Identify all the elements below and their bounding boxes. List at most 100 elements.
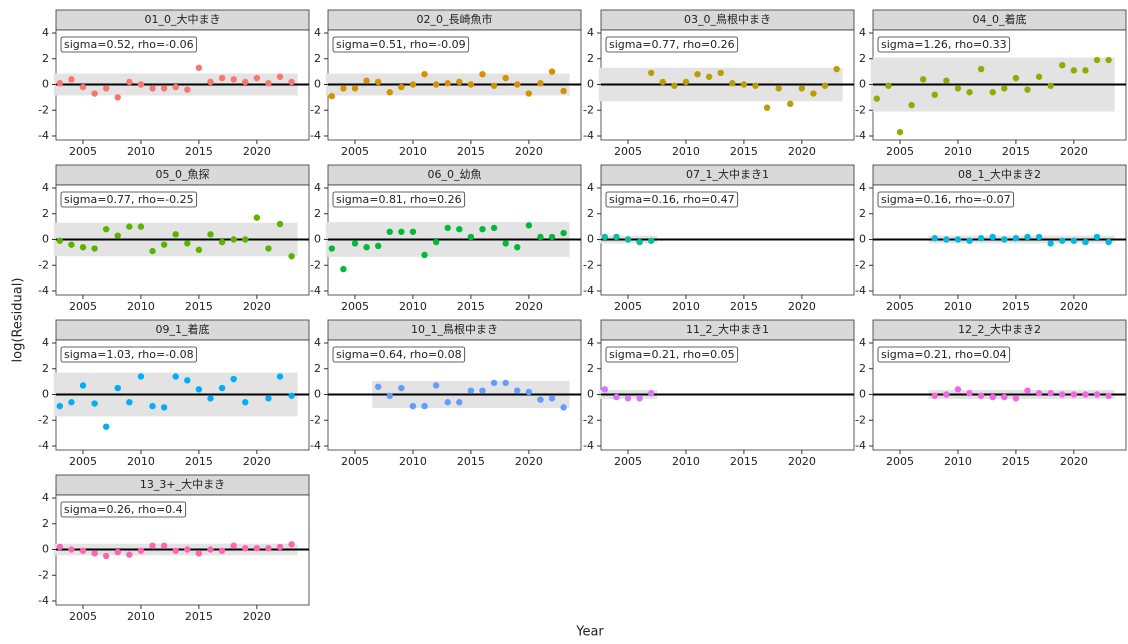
point — [467, 233, 475, 241]
y-tick-label: 0 — [314, 233, 321, 246]
y-tick-label: 2 — [42, 52, 49, 65]
point — [184, 240, 191, 247]
point — [114, 548, 121, 556]
x-tick-label: 2015 — [730, 300, 758, 313]
point — [467, 387, 475, 394]
point — [1082, 67, 1089, 74]
point — [386, 89, 393, 96]
point — [1093, 233, 1101, 241]
y-tick-label: 4 — [42, 491, 49, 504]
point — [537, 233, 544, 241]
annotation: sigma=0.16, rho=0.47 — [609, 193, 735, 206]
point — [624, 236, 632, 243]
point — [265, 545, 272, 552]
y-tick-label: 4 — [859, 26, 866, 39]
point — [374, 383, 382, 390]
x-tick-label: 2015 — [457, 300, 485, 313]
point — [775, 85, 782, 92]
point — [525, 90, 533, 97]
point — [548, 68, 556, 75]
y-tick-label: -2 — [38, 413, 49, 426]
point — [560, 404, 567, 411]
y-tick-label: 0 — [859, 78, 866, 91]
x-tick-label: 2005 — [886, 300, 914, 313]
y-axis-label: log(Residual) — [11, 278, 26, 363]
point — [537, 80, 544, 87]
y-tick-label: -4 — [38, 284, 49, 297]
y-tick-label: 0 — [314, 388, 321, 401]
annotation-box — [60, 501, 187, 518]
point — [137, 373, 145, 380]
x-tick-label: 2005 — [886, 145, 914, 158]
point — [218, 74, 226, 82]
point — [1059, 391, 1066, 398]
x-tick-label: 2010 — [944, 300, 972, 313]
panel-title: 07_1_大中まき1 — [686, 167, 769, 181]
point — [647, 390, 655, 397]
point — [490, 224, 498, 232]
x-tick-label: 2010 — [672, 145, 700, 158]
y-tick-label: 4 — [42, 336, 49, 349]
point — [276, 220, 284, 228]
point — [363, 244, 370, 251]
annotation-box — [332, 191, 466, 208]
annotation-box — [332, 36, 470, 53]
y-tick-label: 2 — [587, 362, 594, 375]
x-tick-label: 2020 — [1060, 300, 1088, 313]
x-tick-label: 2015 — [1002, 300, 1030, 313]
point — [659, 78, 666, 86]
point — [242, 399, 249, 406]
point — [79, 244, 87, 251]
point — [79, 382, 87, 389]
point — [137, 547, 145, 554]
point — [613, 393, 620, 401]
y-tick-label: -4 — [855, 284, 866, 297]
annotation-box — [60, 36, 198, 53]
x-tick-label: 2005 — [886, 455, 914, 468]
point — [1070, 237, 1078, 244]
point — [1012, 395, 1020, 402]
x-tick-label: 2005 — [341, 455, 369, 468]
y-tick-label: 0 — [859, 388, 866, 401]
y-tick-label: -4 — [38, 129, 49, 142]
y-tick-label: 4 — [42, 181, 49, 194]
point — [954, 236, 962, 243]
y-tick-label: -2 — [583, 103, 594, 116]
point — [705, 73, 713, 80]
y-tick-label: 2 — [314, 207, 321, 220]
panel-title: 11_2_大中まき1 — [686, 322, 769, 336]
y-tick-label: 2 — [42, 362, 49, 375]
point — [560, 229, 567, 237]
point — [456, 399, 463, 406]
panel-title: 02_0_長崎魚市 — [417, 12, 493, 26]
panel-title: 05_0_魚探 — [156, 168, 210, 181]
point — [160, 241, 168, 248]
y-tick-label: -4 — [38, 439, 49, 452]
point — [1047, 82, 1054, 89]
annotation: sigma=1.26, rho=0.33 — [881, 38, 1007, 51]
point — [288, 541, 295, 548]
y-tick-label: -2 — [38, 258, 49, 271]
x-tick-label: 2005 — [341, 300, 369, 313]
point — [989, 89, 996, 96]
point — [68, 546, 75, 553]
x-tick-label: 2010 — [672, 300, 700, 313]
annotation: sigma=0.52, rho=-0.06 — [64, 38, 194, 51]
y-tick-label: -4 — [855, 439, 866, 452]
x-tick-label: 2005 — [69, 455, 97, 468]
point — [114, 232, 121, 239]
panel-title: 10_1_鳥根中まき — [411, 322, 498, 336]
y-tick-label: 0 — [42, 78, 49, 91]
point — [68, 241, 75, 248]
panel-title: 13_3+_大中まき — [140, 477, 225, 491]
point — [102, 552, 110, 560]
y-tick-label: -4 — [583, 284, 594, 297]
point — [943, 77, 950, 84]
y-tick-label: -4 — [583, 439, 594, 452]
point — [253, 545, 261, 552]
point — [432, 81, 440, 88]
point — [421, 251, 428, 259]
point — [525, 222, 533, 229]
point — [253, 214, 261, 221]
